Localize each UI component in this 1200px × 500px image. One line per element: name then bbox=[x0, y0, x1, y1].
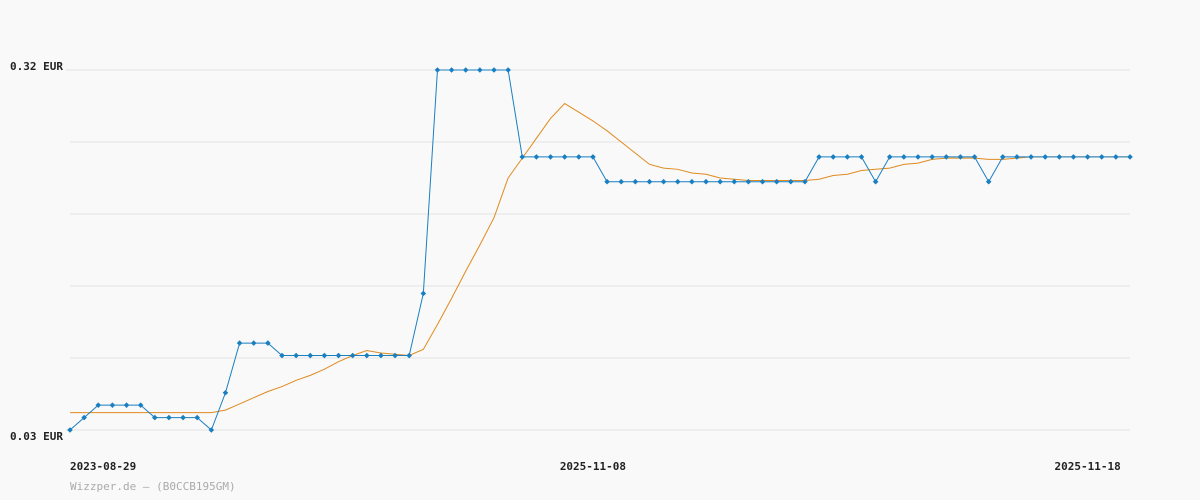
point-marker bbox=[533, 154, 540, 160]
point-marker bbox=[901, 154, 907, 160]
point-marker bbox=[971, 154, 978, 160]
point-marker bbox=[929, 154, 935, 160]
point-marker bbox=[745, 178, 752, 185]
point-marker bbox=[293, 352, 299, 359]
point-marker bbox=[1000, 154, 1006, 160]
point-marker bbox=[1084, 154, 1091, 160]
point-marker bbox=[618, 178, 624, 185]
point-marker bbox=[462, 67, 469, 73]
point-marker bbox=[349, 352, 356, 359]
x-tick-label: 2025-11-08 bbox=[560, 460, 626, 473]
point-marker bbox=[632, 178, 639, 185]
point-marker bbox=[137, 402, 144, 408]
footer: Wizzper.de – (B0CCB195GM) bbox=[70, 480, 236, 493]
point-marker bbox=[646, 178, 653, 185]
series-line bbox=[69, 69, 1130, 431]
point-marker bbox=[448, 67, 455, 73]
point-marker bbox=[1042, 154, 1048, 160]
point-marker bbox=[519, 154, 526, 160]
series-line bbox=[70, 102, 1130, 414]
point-marker bbox=[604, 178, 610, 185]
point-marker bbox=[1127, 154, 1133, 160]
point-marker bbox=[660, 178, 667, 185]
point-marker bbox=[872, 178, 879, 185]
point-marker bbox=[773, 178, 780, 185]
point-marker bbox=[236, 340, 243, 346]
point-marker bbox=[222, 389, 229, 396]
point-marker bbox=[943, 154, 950, 160]
point-marker bbox=[434, 67, 441, 73]
point-marker bbox=[717, 178, 723, 185]
point-marker bbox=[250, 340, 257, 346]
point-marker bbox=[844, 154, 851, 160]
point-marker bbox=[321, 352, 328, 359]
point-marker bbox=[152, 414, 158, 421]
point-marker bbox=[81, 414, 87, 421]
point-marker bbox=[547, 154, 554, 160]
point-marker bbox=[180, 414, 186, 421]
point-marker bbox=[208, 427, 215, 433]
point-marker bbox=[109, 402, 116, 408]
point-marker bbox=[830, 154, 836, 160]
point-marker bbox=[1056, 154, 1063, 160]
point-marker bbox=[915, 154, 921, 160]
point-marker bbox=[561, 154, 568, 160]
point-marker bbox=[674, 178, 681, 185]
point-marker bbox=[1014, 154, 1020, 160]
point-marker bbox=[166, 414, 172, 421]
point-marker bbox=[957, 154, 964, 160]
y-tick-label: 0.03 EUR bbox=[10, 430, 63, 443]
point-marker bbox=[689, 178, 695, 185]
point-marker bbox=[307, 352, 314, 359]
point-marker bbox=[590, 154, 596, 160]
x-tick-label: 2023-08-29 bbox=[70, 460, 136, 473]
point-marker bbox=[858, 154, 865, 160]
point-marker bbox=[477, 67, 483, 73]
point-marker bbox=[759, 178, 766, 185]
point-marker bbox=[1070, 154, 1077, 160]
point-marker bbox=[788, 178, 794, 185]
point-marker bbox=[194, 414, 200, 421]
point-marker bbox=[67, 427, 73, 433]
point-marker bbox=[335, 352, 342, 359]
point-marker bbox=[576, 154, 582, 160]
point-marker bbox=[1113, 154, 1119, 160]
point-marker bbox=[505, 67, 511, 73]
point-marker bbox=[378, 352, 384, 359]
point-marker bbox=[886, 154, 893, 160]
point-marker bbox=[392, 352, 398, 359]
point-marker bbox=[95, 402, 102, 408]
point-marker bbox=[703, 178, 709, 185]
point-marker bbox=[1028, 154, 1034, 160]
point-marker bbox=[279, 352, 285, 359]
point-marker bbox=[420, 290, 427, 297]
point-marker bbox=[265, 340, 271, 346]
point-marker bbox=[985, 178, 992, 185]
x-tick-label: 2025-11-18 bbox=[1054, 460, 1120, 473]
point-marker bbox=[364, 352, 370, 359]
point-marker bbox=[123, 402, 130, 408]
point-marker bbox=[802, 178, 808, 185]
y-tick-label: 0.32 EUR bbox=[10, 60, 63, 73]
point-marker bbox=[491, 67, 497, 73]
point-marker bbox=[1098, 154, 1105, 160]
point-marker bbox=[731, 178, 738, 185]
point-marker bbox=[406, 352, 412, 359]
point-marker bbox=[816, 154, 822, 160]
